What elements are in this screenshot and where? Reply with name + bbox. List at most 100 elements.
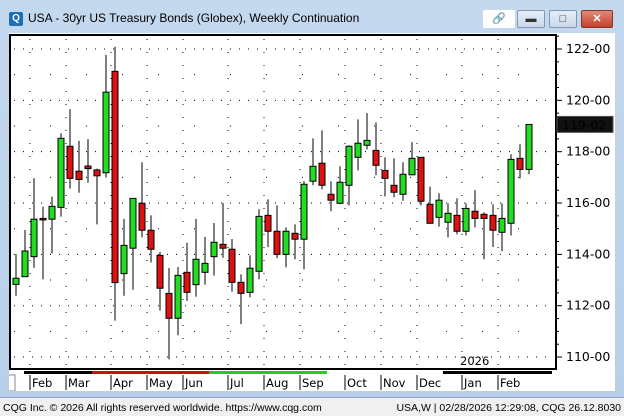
candle-body <box>471 210 479 219</box>
candle <box>462 203 470 236</box>
candle-body <box>84 165 92 170</box>
candle-body <box>246 267 254 293</box>
price-axis-label: 122-00 <box>566 41 610 56</box>
candle-body <box>138 202 146 231</box>
candle <box>417 156 425 206</box>
time-axis-label: Jul <box>229 376 244 390</box>
minimize-icon: ▬ <box>525 13 537 25</box>
candle <box>75 140 83 193</box>
chart-area[interactable]: 110-00 112-00 114-00 116-00 118-00 120-00 122-… <box>9 33 615 391</box>
price-axis-label: 114-00 <box>566 246 610 261</box>
candlestick-chart[interactable]: 110-00 112-00 114-00 116-00 118-00 120-00 122-… <box>9 33 615 391</box>
footer-copyright: CQG Inc. © 2026 All rights reserved worl… <box>3 402 322 414</box>
candle-body <box>210 241 218 258</box>
candle-body <box>57 137 65 208</box>
time-axis-label: Aug <box>266 376 288 390</box>
candle-body <box>435 199 443 218</box>
session-bar-segment <box>209 371 327 374</box>
time-axis-label: Jan <box>463 376 482 390</box>
candle-body <box>372 149 380 166</box>
candle <box>93 168 101 225</box>
candle-body <box>462 207 470 232</box>
close-icon: ✕ <box>592 13 602 25</box>
close-button[interactable]: ✕ <box>581 10 613 28</box>
candle <box>480 212 488 260</box>
candle <box>165 267 173 360</box>
candle <box>246 255 254 298</box>
time-axis-label: May <box>149 376 173 390</box>
candle <box>354 119 362 171</box>
candle <box>219 203 227 258</box>
candle <box>192 218 200 297</box>
candle <box>48 196 56 254</box>
minimize-button[interactable]: ▬ <box>517 10 545 28</box>
candle-body <box>381 169 389 179</box>
candle <box>363 113 371 150</box>
candle <box>174 266 182 336</box>
candle-body <box>183 271 191 293</box>
candle <box>138 162 146 238</box>
candle <box>273 205 281 259</box>
candle-body <box>264 214 272 232</box>
maximize-button[interactable]: □ <box>549 10 577 28</box>
candle-body <box>408 157 416 176</box>
candle-body <box>453 214 461 232</box>
time-axis-label: Feb <box>32 376 52 390</box>
price-axis-label: 118-00 <box>566 144 610 159</box>
candle <box>264 199 272 248</box>
candle <box>228 238 236 292</box>
plot-border <box>9 34 557 370</box>
candle-body <box>237 281 245 294</box>
candle <box>516 144 524 179</box>
candle-body <box>228 248 236 283</box>
candle <box>102 54 110 178</box>
time-axis-label: Nov <box>383 376 406 390</box>
candle <box>255 209 263 280</box>
time-axis-label: Sep <box>302 376 324 390</box>
candle <box>408 142 416 176</box>
candle <box>318 130 326 190</box>
time-axis-label: Feb <box>500 376 520 390</box>
footer-status: USA,W | 02/28/2026 12:29:08, CQG 26.12.8… <box>396 402 621 414</box>
candle-body <box>354 142 362 158</box>
candle-body <box>489 214 497 231</box>
candle-body <box>75 170 83 180</box>
time-axis-label: Mar <box>68 376 90 390</box>
price-axis-label: 120-00 <box>566 92 610 107</box>
candle-body <box>336 181 344 204</box>
candle-body <box>282 230 290 255</box>
candle <box>381 157 389 197</box>
candle <box>399 162 407 201</box>
candle-body <box>390 184 398 193</box>
session-bar-segment <box>92 371 209 374</box>
candle-body <box>120 244 128 275</box>
candle <box>471 190 479 228</box>
candle <box>291 224 299 260</box>
last-price-tag <box>556 115 614 133</box>
candle <box>237 274 245 325</box>
candle-body <box>129 197 137 249</box>
candle <box>525 123 533 175</box>
candle <box>444 203 452 238</box>
candle-body <box>327 193 335 201</box>
candle-body <box>111 70 119 284</box>
candle-body <box>273 230 281 255</box>
candle <box>147 215 155 263</box>
axis-corner-box <box>9 374 16 391</box>
candle <box>390 158 398 198</box>
candle <box>327 181 335 212</box>
link-button[interactable]: 🔗 <box>483 10 515 28</box>
candle-body <box>507 158 515 224</box>
candle-body <box>291 232 299 240</box>
candle <box>84 139 92 183</box>
candle <box>336 166 344 205</box>
candle-body <box>309 165 317 182</box>
time-axis-label: Apr <box>113 376 133 390</box>
candle-body <box>192 258 200 286</box>
candle-body <box>345 145 353 186</box>
candle <box>183 242 191 301</box>
candle-body <box>318 162 326 186</box>
candle-body <box>66 145 74 179</box>
candle <box>12 254 20 296</box>
candle-body <box>21 250 29 278</box>
